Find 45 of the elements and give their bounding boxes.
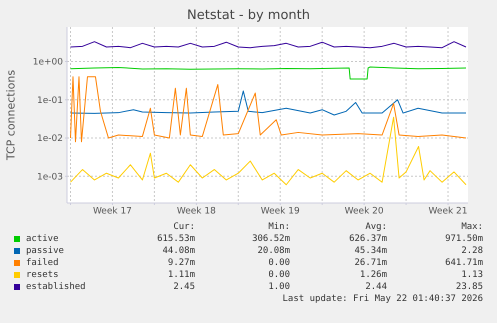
line-series [70,76,466,142]
text: 626.37m [349,234,387,244]
text: 1.00 [268,282,290,292]
text: 20.08m [257,246,290,256]
text: 44.08m [162,246,195,256]
text: Avg: [365,222,387,232]
text: 45.34m [354,246,387,256]
legend-label: established [26,282,86,292]
text: Max: [461,222,483,232]
text: 1.11m [168,270,195,280]
y-tick-label: 1e-03 [37,172,63,182]
text: 0.00 [268,258,290,268]
chart-title: Netstat - by month [186,8,311,23]
x-tick-label: Week 21 [428,206,468,216]
text: 23.85 [456,282,483,292]
text: 9.27m [168,258,195,268]
y-tick-label: 1e-01 [37,96,63,106]
text: 641.71m [445,258,483,268]
y-axis-title: TCP connections [4,70,18,160]
text: 971.50m [445,234,483,244]
text: Last update: Fri May 22 01:40:37 2026 [282,294,483,304]
text: Cur: [173,222,195,232]
y-tick-label: 1e+00 [32,58,64,68]
x-tick-label: Week 19 [260,206,300,216]
legend-label: failed [26,258,59,268]
line-series [70,116,466,186]
text: 2.45 [173,282,195,292]
line-series [70,66,466,80]
text: 306.52m [252,234,290,244]
text: 26.71m [354,258,387,268]
text: 615.53m [157,234,195,244]
legend-label: passive [26,246,64,256]
text: Min: [268,222,290,232]
x-tick-label: Week 17 [92,206,132,216]
legend-label: resets [26,270,59,280]
x-tick-label: Week 18 [176,206,216,216]
text: 2.44 [365,282,387,292]
text: 1.26m [360,270,387,280]
text: 0.00 [268,270,290,280]
legend-label: active [26,234,59,244]
x-tick-label: Week 20 [344,206,384,216]
y-tick-label: 1e-02 [37,134,63,144]
line-series [70,90,466,116]
text: 1.13 [461,270,483,280]
text: 2.28 [461,246,483,256]
